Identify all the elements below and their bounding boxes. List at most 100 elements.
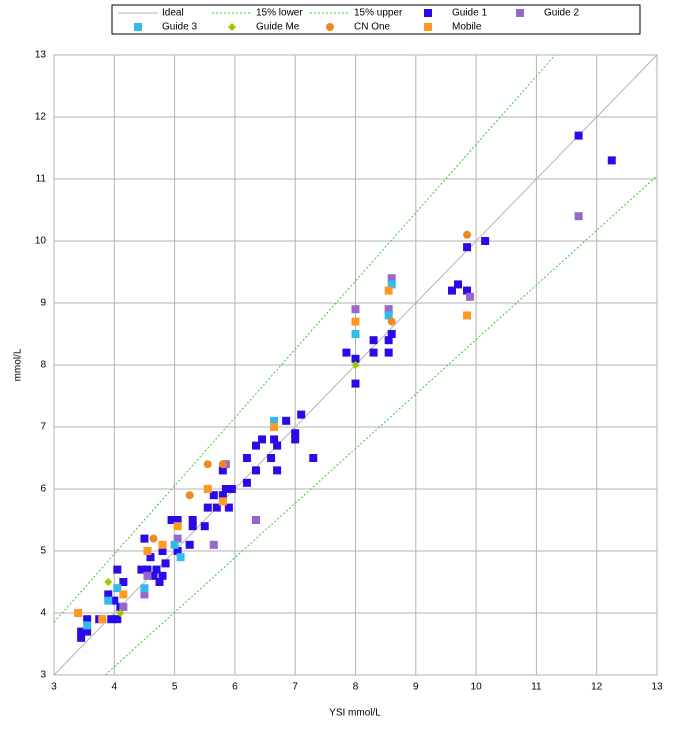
data-point <box>387 280 396 289</box>
data-point <box>221 485 230 493</box>
x-tick-label: 5 <box>172 682 178 693</box>
data-point <box>77 633 86 642</box>
y-tick-label: 11 <box>36 174 47 185</box>
data-point <box>369 336 378 345</box>
data-point <box>369 348 378 357</box>
data-point <box>146 553 155 562</box>
data-point <box>212 503 221 512</box>
data-point <box>351 361 360 369</box>
x-axis-title: YSI mmol/L <box>329 708 381 719</box>
data-point <box>83 615 92 624</box>
y-tick-label: 8 <box>40 360 46 371</box>
data-point <box>384 336 393 345</box>
data-point <box>209 491 218 500</box>
data-point <box>98 615 107 624</box>
legend-label: Guide 1 <box>452 8 487 19</box>
data-point <box>104 590 113 599</box>
data-point <box>218 497 227 506</box>
data-point <box>252 516 261 524</box>
x-tick-label: 12 <box>591 682 603 693</box>
data-point <box>203 460 212 469</box>
x-tick-label: 9 <box>413 682 419 693</box>
data-point <box>119 590 128 599</box>
legend-swatch <box>134 23 142 31</box>
x-tick-label: 3 <box>51 682 57 693</box>
data-point <box>282 416 291 425</box>
data-point <box>273 466 282 475</box>
data-point <box>481 237 490 245</box>
y-tick-label: 4 <box>40 608 46 619</box>
data-point <box>140 590 149 599</box>
data-point <box>83 627 92 636</box>
data-point <box>454 280 463 289</box>
data-point <box>203 485 212 493</box>
plot-area <box>54 55 657 675</box>
data-point <box>384 286 393 295</box>
data-point <box>140 584 149 593</box>
data-point <box>83 621 92 630</box>
data-point <box>149 571 158 580</box>
data-point <box>152 565 161 574</box>
data-point <box>188 516 197 524</box>
data-point <box>351 305 360 314</box>
data-point <box>252 466 261 475</box>
y-tick-label: 3 <box>40 670 46 681</box>
data-point <box>140 534 149 543</box>
data-point <box>149 534 158 543</box>
x-tick-label: 4 <box>112 682 118 693</box>
data-point <box>267 454 276 462</box>
data-point <box>113 565 122 574</box>
data-point <box>143 571 152 580</box>
y-tick-label: 5 <box>40 546 46 557</box>
data-point <box>158 547 167 555</box>
x-tick-label: 7 <box>292 682 298 693</box>
legend-swatch <box>424 9 432 17</box>
data-point <box>273 441 282 450</box>
legend-label: 15% upper <box>354 8 403 19</box>
data-point <box>218 491 227 500</box>
data-point <box>200 522 209 531</box>
data-point <box>173 522 182 531</box>
data-point <box>119 578 128 586</box>
data-point <box>463 311 472 320</box>
data-point <box>242 478 251 487</box>
data-point <box>270 416 279 425</box>
data-point <box>342 348 351 357</box>
data-point <box>77 627 86 636</box>
data-point <box>158 540 167 549</box>
data-point <box>447 286 456 295</box>
data-point <box>110 596 119 605</box>
data-point <box>463 286 472 295</box>
y-tick-label: 12 <box>35 112 47 123</box>
data-point <box>218 460 227 469</box>
x-tick-label: 13 <box>651 682 663 693</box>
x-tick-label: 8 <box>353 682 359 693</box>
data-point <box>291 429 300 438</box>
legend-label: Mobile <box>452 22 482 33</box>
data-point <box>291 435 300 444</box>
y-tick-label: 13 <box>35 50 47 61</box>
data-point <box>173 534 182 543</box>
legend-swatch <box>424 23 432 31</box>
x-tick-label: 11 <box>531 682 542 693</box>
x-tick-label: 10 <box>471 682 483 693</box>
data-point <box>227 485 236 493</box>
data-point <box>351 379 360 388</box>
data-point <box>607 156 616 165</box>
data-point <box>384 311 393 320</box>
data-point <box>463 243 472 252</box>
data-point <box>209 540 218 549</box>
data-point <box>258 435 267 444</box>
data-point <box>176 553 185 562</box>
data-point <box>107 615 116 624</box>
data-point <box>137 565 146 574</box>
data-point <box>351 317 360 326</box>
reference-line <box>104 175 657 675</box>
x-tick-label: 6 <box>232 682 238 693</box>
legend-label: Guide 2 <box>544 8 579 19</box>
data-point <box>119 602 128 611</box>
reference-line <box>54 55 556 623</box>
data-point <box>351 330 360 338</box>
data-point <box>242 454 251 462</box>
data-point <box>173 516 182 524</box>
